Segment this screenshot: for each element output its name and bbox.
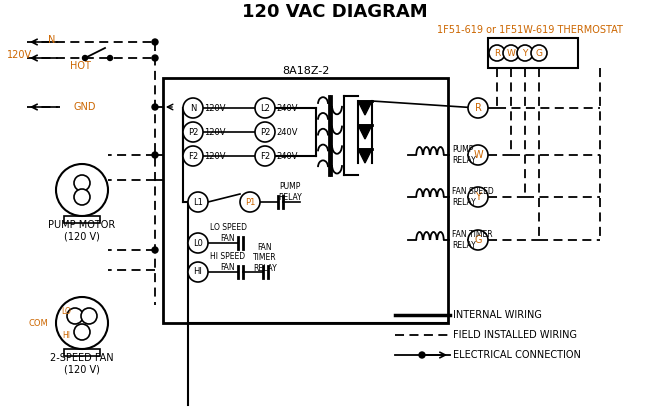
Circle shape — [74, 189, 90, 205]
Text: PUMP MOTOR
(120 V): PUMP MOTOR (120 V) — [48, 220, 116, 242]
Circle shape — [67, 308, 83, 324]
Text: 120 VAC DIAGRAM: 120 VAC DIAGRAM — [242, 3, 428, 21]
Text: HI SPEED
FAN: HI SPEED FAN — [210, 252, 246, 272]
Circle shape — [255, 122, 275, 142]
Circle shape — [188, 233, 208, 253]
Text: P1: P1 — [245, 197, 255, 207]
Bar — [488, 38, 578, 68]
Text: N: N — [190, 103, 196, 112]
Text: Y: Y — [523, 49, 528, 57]
Polygon shape — [358, 101, 372, 115]
Text: L0: L0 — [193, 238, 203, 248]
Circle shape — [56, 164, 108, 216]
Circle shape — [419, 352, 425, 358]
Bar — [64, 349, 100, 356]
Text: 120V: 120V — [7, 50, 33, 60]
Circle shape — [81, 308, 97, 324]
Bar — [163, 78, 448, 323]
Text: N: N — [48, 35, 56, 45]
Text: COM: COM — [28, 318, 48, 328]
Text: FIELD INSTALLED WIRING: FIELD INSTALLED WIRING — [453, 330, 577, 340]
Text: W: W — [507, 49, 515, 57]
Text: PUMP
RELAY: PUMP RELAY — [278, 182, 302, 202]
Circle shape — [468, 230, 488, 250]
Circle shape — [531, 45, 547, 61]
Polygon shape — [358, 149, 372, 163]
Text: R: R — [474, 103, 482, 113]
Circle shape — [152, 55, 158, 61]
Circle shape — [183, 98, 203, 118]
Circle shape — [56, 297, 108, 349]
Text: P2: P2 — [188, 127, 198, 137]
Text: FAN TIMER
RELAY: FAN TIMER RELAY — [452, 230, 492, 250]
Text: W: W — [473, 150, 483, 160]
Text: ELECTRICAL CONNECTION: ELECTRICAL CONNECTION — [453, 350, 581, 360]
Circle shape — [183, 146, 203, 166]
Text: LO: LO — [61, 307, 71, 316]
Circle shape — [468, 98, 488, 118]
Circle shape — [468, 145, 488, 165]
Text: P2: P2 — [260, 127, 270, 137]
Circle shape — [74, 324, 90, 340]
Text: PUMP
RELAY: PUMP RELAY — [452, 145, 476, 165]
Bar — [64, 216, 100, 223]
Text: LO SPEED
FAN: LO SPEED FAN — [210, 223, 247, 243]
Circle shape — [240, 192, 260, 212]
Text: 240V: 240V — [276, 127, 297, 137]
Text: FAN SPEED
RELAY: FAN SPEED RELAY — [452, 187, 494, 207]
Text: 120V: 120V — [204, 127, 226, 137]
Circle shape — [188, 262, 208, 282]
Text: Y: Y — [475, 192, 481, 202]
Text: F2: F2 — [188, 152, 198, 160]
Circle shape — [188, 192, 208, 212]
Text: INTERNAL WIRING: INTERNAL WIRING — [453, 310, 542, 320]
Circle shape — [107, 55, 113, 60]
Circle shape — [74, 175, 90, 191]
Text: G: G — [535, 49, 543, 57]
Text: 120V: 120V — [204, 103, 226, 112]
Text: 8A18Z-2: 8A18Z-2 — [282, 66, 329, 76]
Circle shape — [152, 152, 158, 158]
Text: 240V: 240V — [276, 103, 297, 112]
Text: F2: F2 — [260, 152, 270, 160]
Circle shape — [255, 98, 275, 118]
Circle shape — [489, 45, 505, 61]
Circle shape — [152, 39, 158, 45]
Text: 2-SPEED FAN
(120 V): 2-SPEED FAN (120 V) — [50, 353, 114, 375]
Text: 120V: 120V — [204, 152, 226, 160]
Text: 240V: 240V — [276, 152, 297, 160]
Text: L2: L2 — [260, 103, 270, 112]
Circle shape — [152, 247, 158, 253]
Text: 1F51-619 or 1F51W-619 THERMOSTAT: 1F51-619 or 1F51W-619 THERMOSTAT — [437, 25, 623, 35]
Text: HI: HI — [194, 267, 202, 277]
Circle shape — [255, 146, 275, 166]
Text: HI: HI — [62, 331, 70, 339]
Circle shape — [503, 45, 519, 61]
Text: GND: GND — [73, 102, 96, 112]
Text: L1: L1 — [193, 197, 203, 207]
Circle shape — [152, 104, 158, 110]
Text: G: G — [474, 235, 482, 245]
Circle shape — [468, 187, 488, 207]
Text: R: R — [494, 49, 500, 57]
Text: HOT: HOT — [70, 61, 90, 71]
Circle shape — [517, 45, 533, 61]
Circle shape — [183, 122, 203, 142]
Text: FAN
TIMER
RELAY: FAN TIMER RELAY — [253, 243, 277, 273]
Circle shape — [82, 55, 88, 60]
Polygon shape — [358, 125, 372, 139]
